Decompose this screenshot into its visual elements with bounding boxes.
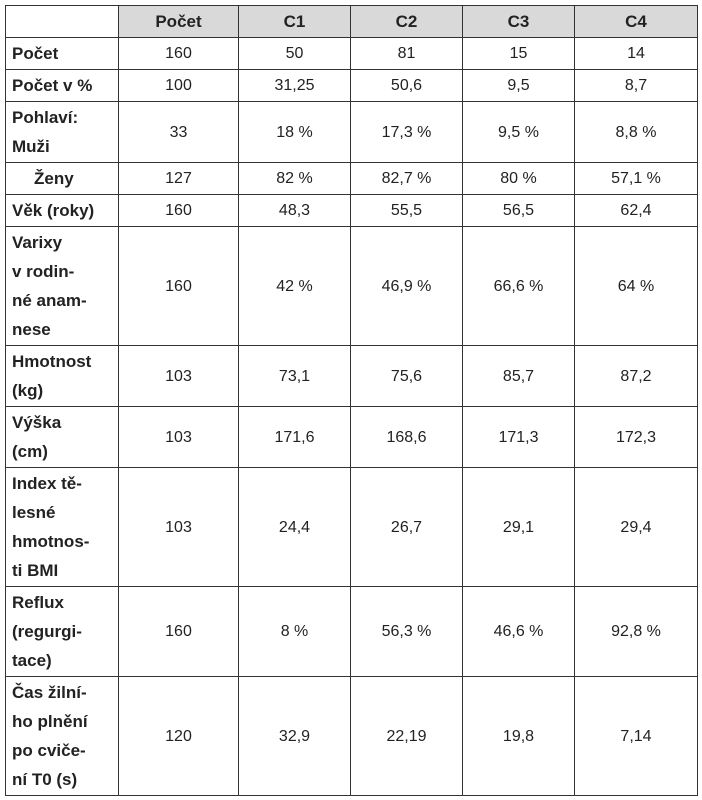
cell: 26,7 bbox=[350, 467, 463, 587]
data-table: Počet C1 C2 C3 C4 Počet 160 50 81 15 14 Počet v % 1… bbox=[5, 5, 698, 796]
cell: 82 % bbox=[238, 162, 351, 195]
cell: 29,4 bbox=[574, 467, 698, 587]
table-row: Varixy v rodin- né anam- nese 160 42 % 46,9… bbox=[5, 226, 698, 346]
cell: 73,1 bbox=[238, 345, 351, 407]
cell: 62,4 bbox=[574, 194, 698, 227]
cell: 31,25 bbox=[238, 69, 351, 102]
table-row: Výška (cm) 103 171,6 168,6 171,3 172,3 bbox=[5, 406, 698, 468]
cell: 92,8 % bbox=[574, 586, 698, 677]
row-header: Pohlaví: Muži bbox=[5, 101, 119, 163]
row-header: Varixy v rodin- né anam- nese bbox=[5, 226, 119, 346]
table-row: Hmotnost (kg) 103 73,1 75,6 85,7 87,2 bbox=[5, 345, 698, 407]
cell: 64 % bbox=[574, 226, 698, 346]
cell: 168,6 bbox=[350, 406, 463, 468]
row-header: Počet bbox=[5, 37, 119, 70]
header-row: Počet C1 C2 C3 C4 bbox=[5, 5, 698, 38]
row-header: Reflux (regurgi- tace) bbox=[5, 586, 119, 677]
column-header: Počet bbox=[118, 5, 239, 38]
cell: 14 bbox=[574, 37, 698, 70]
table-row: Reflux (regurgi- tace) 160 8 % 56,3 % 46,6 %… bbox=[5, 586, 698, 677]
table-row: Čas žilní- ho plnění po cviče- ní T0 (s)… bbox=[5, 676, 698, 796]
cell: 42 % bbox=[238, 226, 351, 346]
cell: 50,6 bbox=[350, 69, 463, 102]
cell: 24,4 bbox=[238, 467, 351, 587]
cell: 56,3 % bbox=[350, 586, 463, 677]
row-header: Hmotnost (kg) bbox=[5, 345, 119, 407]
cell: 75,6 bbox=[350, 345, 463, 407]
cell: 103 bbox=[118, 406, 239, 468]
cell: 46,6 % bbox=[462, 586, 575, 677]
cell: 171,3 bbox=[462, 406, 575, 468]
cell: 48,3 bbox=[238, 194, 351, 227]
corner-cell bbox=[5, 5, 119, 38]
cell: 160 bbox=[118, 586, 239, 677]
row-header: Počet v % bbox=[5, 69, 119, 102]
cell: 8 % bbox=[238, 586, 351, 677]
column-header: C3 bbox=[462, 5, 575, 38]
cell: 81 bbox=[350, 37, 463, 70]
cell: 55,5 bbox=[350, 194, 463, 227]
cell: 50 bbox=[238, 37, 351, 70]
table-row: Index tě- lesné hmotnos- ti BMI 103 24,4 26… bbox=[5, 467, 698, 587]
cell: 32,9 bbox=[238, 676, 351, 796]
cell: 15 bbox=[462, 37, 575, 70]
cell: 100 bbox=[118, 69, 239, 102]
row-header: Věk (roky) bbox=[5, 194, 119, 227]
cell: 57,1 % bbox=[574, 162, 698, 195]
cell: 172,3 bbox=[574, 406, 698, 468]
row-header: Ženy bbox=[5, 162, 119, 195]
cell: 82,7 % bbox=[350, 162, 463, 195]
cell: 9,5 bbox=[462, 69, 575, 102]
table-row: Ženy 127 82 % 82,7 % 80 % 57,1 % bbox=[5, 162, 698, 195]
table-row: Věk (roky) 160 48,3 55,5 56,5 62,4 bbox=[5, 194, 698, 227]
cell: 85,7 bbox=[462, 345, 575, 407]
cell: 17,3 % bbox=[350, 101, 463, 163]
cell: 29,1 bbox=[462, 467, 575, 587]
cell: 22,19 bbox=[350, 676, 463, 796]
cell: 103 bbox=[118, 467, 239, 587]
table-row: Pohlaví: Muži 33 18 % 17,3 % 9,5 % 8,8 % bbox=[5, 101, 698, 163]
table-row: Počet v % 100 31,25 50,6 9,5 8,7 bbox=[5, 69, 698, 102]
cell: 19,8 bbox=[462, 676, 575, 796]
cell: 46,9 % bbox=[350, 226, 463, 346]
cell: 8,7 bbox=[574, 69, 698, 102]
cell: 33 bbox=[118, 101, 239, 163]
cell: 160 bbox=[118, 226, 239, 346]
cell: 127 bbox=[118, 162, 239, 195]
cell: 66,6 % bbox=[462, 226, 575, 346]
cell: 7,14 bbox=[574, 676, 698, 796]
cell: 8,8 % bbox=[574, 101, 698, 163]
cell: 160 bbox=[118, 37, 239, 70]
table-row: Počet 160 50 81 15 14 bbox=[5, 37, 698, 70]
cell: 18 % bbox=[238, 101, 351, 163]
table-body: Počet 160 50 81 15 14 Počet v % 100 31,25 50,6 9,5… bbox=[5, 37, 698, 796]
row-header: Výška (cm) bbox=[5, 406, 119, 468]
column-header: C1 bbox=[238, 5, 351, 38]
row-header: Index tě- lesné hmotnos- ti BMI bbox=[5, 467, 119, 587]
cell: 120 bbox=[118, 676, 239, 796]
row-header: Čas žilní- ho plnění po cviče- ní T0 (s) bbox=[5, 676, 119, 796]
column-header: C4 bbox=[574, 5, 698, 38]
cell: 103 bbox=[118, 345, 239, 407]
cell: 80 % bbox=[462, 162, 575, 195]
cell: 9,5 % bbox=[462, 101, 575, 163]
column-header: C2 bbox=[350, 5, 463, 38]
cell: 87,2 bbox=[574, 345, 698, 407]
cell: 171,6 bbox=[238, 406, 351, 468]
cell: 160 bbox=[118, 194, 239, 227]
cell: 56,5 bbox=[462, 194, 575, 227]
